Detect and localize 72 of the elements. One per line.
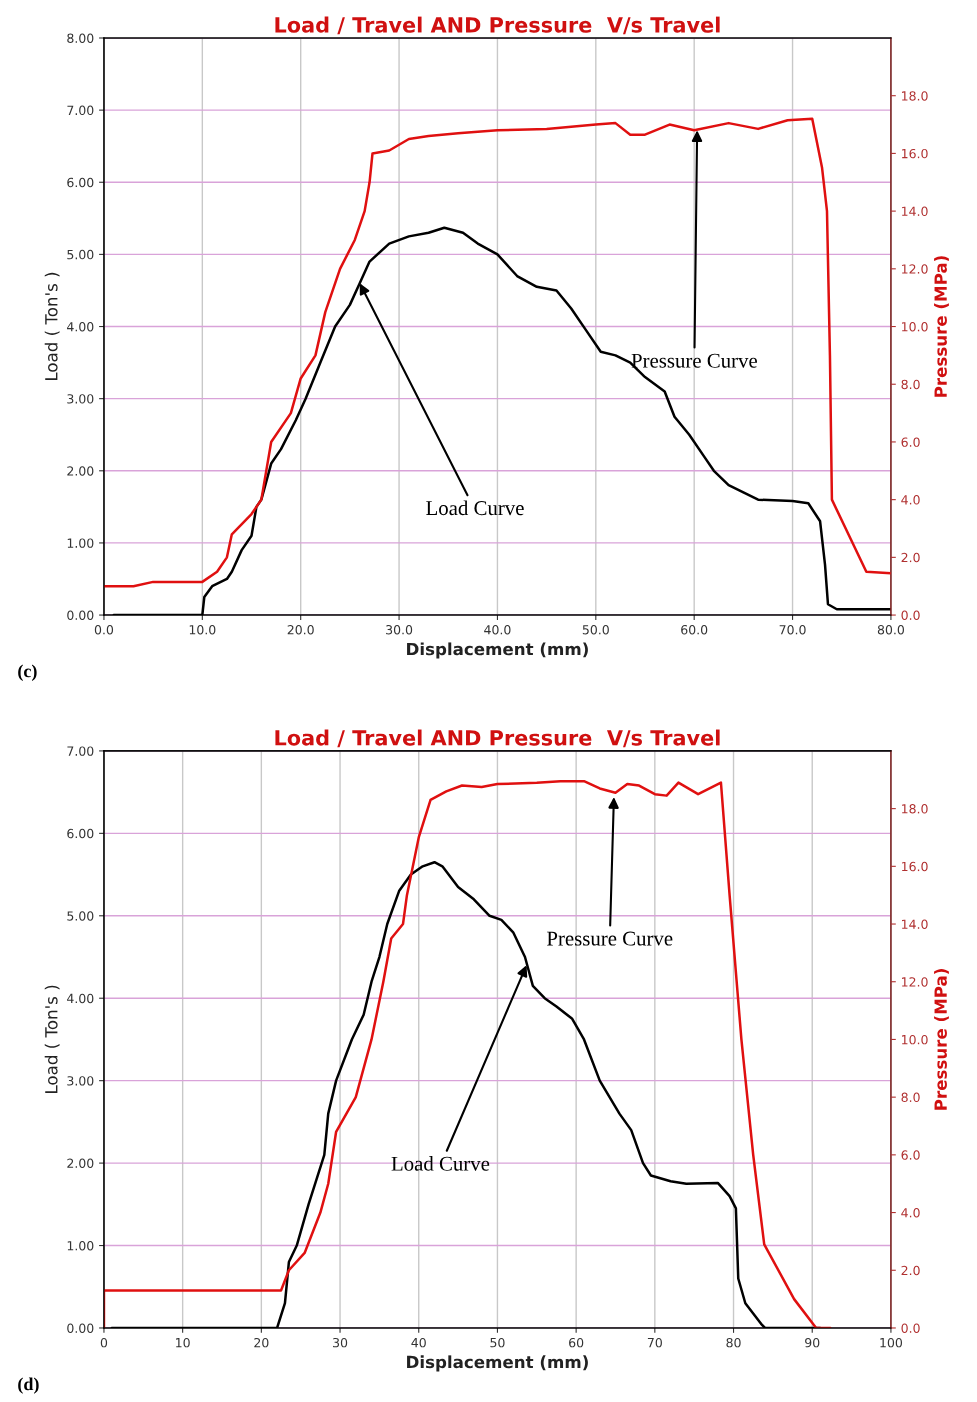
y-tick-label: 7.00 [67,105,94,116]
y2-tick-label: 14.0 [902,206,928,217]
y-tick-label: 8.00 [67,33,94,43]
y-tick-label: 1.00 [67,1241,94,1251]
y-axis-title: Load ( Ton's ) [44,985,60,1093]
y2-tick-label: 14.0 [902,919,928,929]
x-tick-label: 40.0 [484,625,511,635]
y-tick-label: 2.00 [67,1158,94,1169]
x-axis-title: Displacement (mm) [407,642,588,659]
x-tick-label: 80 [726,1337,741,1348]
y2-tick-label: 4.0 [901,1208,920,1218]
y-tick-label: 4.00 [67,993,94,1004]
y-tick-label: 4.00 [67,322,94,332]
x-tick-label: 70 [647,1337,662,1348]
y-tick-label: 7.00 [67,746,94,756]
x-tick-label: 80.0 [877,625,905,635]
annotation: Pressure Curve [546,931,673,946]
y2-tick-label: 6.0 [901,1150,920,1160]
y2-tick-label: 12.0 [902,977,928,987]
x-tick-label: 60.0 [681,625,708,635]
y-tick-label: 0.00 [67,1323,94,1333]
x-tick-label: 50 [490,1337,505,1348]
y2-axis-title: Pressure (MPa) [934,969,949,1110]
y-tick-label: 6.00 [67,177,94,188]
x-tick-label: 10.0 [189,625,216,635]
y2-tick-label: 2.0 [901,552,920,563]
x-tick-label: 100 [880,1337,903,1348]
y2-tick-label: 2.0 [901,1265,920,1276]
x-tick-label: 20.0 [287,625,314,635]
x-tick-label: 0 [100,1337,108,1348]
y2-tick-label: 16.0 [902,861,928,872]
y-tick-label: 6.00 [67,828,94,839]
x-tick-label: 70.0 [779,625,806,635]
chart-title: Load / Travel AND Pressure V/s Travel [275,16,720,35]
y-tick-label: 0.00 [67,610,94,620]
x-tick-label: 60 [569,1337,584,1348]
y-tick-label: 3.00 [67,1076,94,1086]
y2-tick-label: 0.0 [901,1323,920,1333]
x-tick-label: 50.0 [582,625,609,635]
x-tick-label: 10 [176,1337,190,1348]
line-series [103,117,891,588]
y2-axis-title: Pressure (MPa) [934,256,949,397]
y2-tick-label: 10.0 [902,1034,928,1045]
y-tick-label: 1.00 [67,538,94,548]
annotation: Load Curve [426,500,524,516]
y2-tick-label: 8.0 [901,1092,920,1103]
y-tick-label: 5.00 [67,911,94,921]
y2-tick-label: 12.0 [902,264,928,274]
text: (d) [18,1377,39,1394]
y2-tick-label: 18.0 [902,804,928,814]
y2-tick-label: 8.0 [901,379,920,390]
y2-tick-label: 0.0 [901,610,920,620]
x-tick-label: 20 [254,1337,269,1348]
y-tick-label: 2.00 [67,466,94,476]
annotation: Pressure Curve [631,353,757,368]
y-axis-title: Load ( Ton's ) [44,272,60,381]
x-tick-label: 40 [411,1337,426,1348]
x-tick-label: 30.0 [386,625,413,635]
y2-tick-label: 10.0 [902,322,928,332]
y2-tick-label: 6.0 [901,437,920,447]
chart-title: Load / Travel AND Pressure V/s Travel [275,729,720,748]
y2-tick-label: 18.0 [902,91,928,101]
x-tick-label: 30 [333,1337,348,1348]
y-tick-label: 3.00 [67,394,94,404]
x-tick-label: 90 [805,1337,820,1348]
y2-tick-label: 16.0 [902,148,928,159]
text: (c) [18,664,37,681]
x-tick-label: 0.0 [94,625,114,635]
x-axis-title: Displacement (mm) [407,1355,588,1372]
y2-tick-label: 4.0 [901,495,920,505]
y-tick-label: 5.00 [67,249,94,260]
annotation: Load Curve [391,1156,490,1171]
